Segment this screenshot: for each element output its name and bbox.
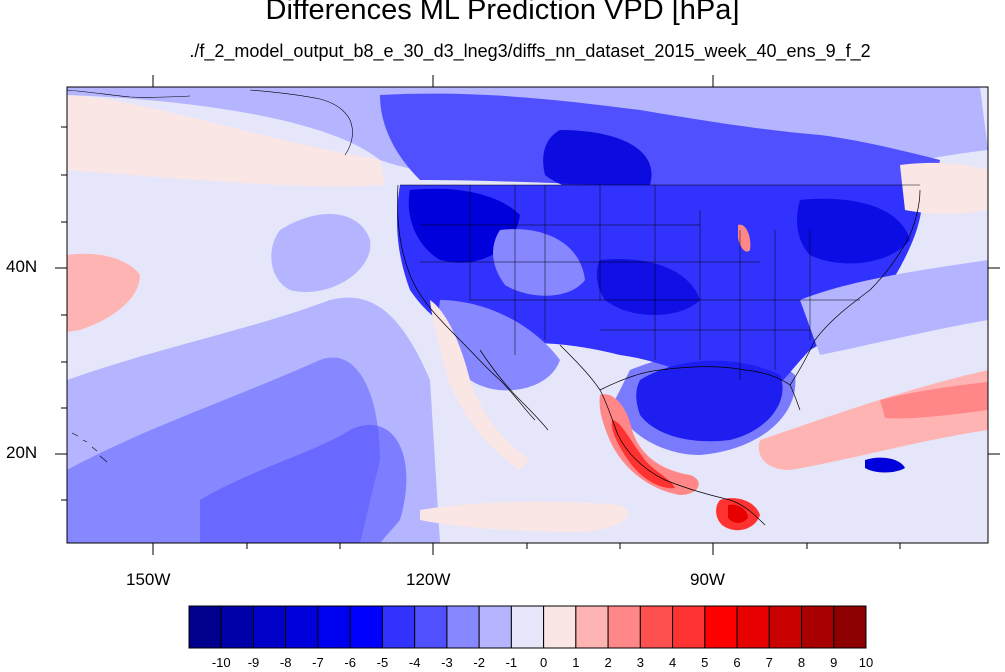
lon-label-120w: 120W: [406, 570, 451, 589]
colorbar-swatch: [252, 605, 287, 649]
colorbar-label: 7: [765, 655, 773, 670]
canada-deep-blue-patch: [543, 130, 652, 194]
colorbar-swatch: [478, 605, 512, 649]
pacific-light-pink-north: [67, 95, 385, 187]
colorbar-swatch: [833, 605, 867, 649]
colorbar-label: 0: [539, 655, 548, 670]
colorbar-label: -1: [505, 655, 518, 670]
colorbar-label: -2: [473, 655, 485, 670]
caribbean-salmon-band: [880, 382, 988, 419]
colorbar-label: 5: [701, 655, 709, 670]
colorbar-swatch: [639, 605, 674, 649]
colorbar-swatch: [768, 605, 803, 649]
pacific-pink-patch-west: [67, 253, 140, 332]
mexico-red: [611, 420, 675, 489]
map-title: Differences ML Prediction VPD [hPa]: [265, 0, 740, 26]
colorbar-swatch: [704, 605, 738, 649]
colorbar-label: 2: [604, 655, 612, 670]
southwest-mid-blue: [439, 300, 560, 391]
gulf-blue-halo: [615, 351, 796, 455]
colorbar-swatch: [736, 605, 770, 649]
colorbar-label: -3: [441, 655, 453, 670]
lon-label-90w: 90W: [690, 570, 725, 589]
colorbar-swatch: [543, 605, 577, 649]
hawaii-islands: [71, 432, 108, 463]
colorbar-swatch: [575, 605, 609, 649]
map-subtitle: ./f_2_model_output_b8_e_30_d3_lneg3/diff…: [189, 41, 871, 61]
colorbar-label: 10: [858, 655, 874, 670]
colorbar: [188, 605, 867, 649]
lat-label-40n: 40N: [6, 257, 38, 276]
pacific-blue-blob: [271, 213, 371, 292]
central-deep-blue: [596, 259, 700, 315]
colorbar-label: 9: [830, 655, 838, 670]
atlantic-light-pink: [900, 162, 988, 214]
colorbar-label: -5: [376, 655, 389, 670]
coastlines: [397, 184, 921, 526]
colorbar-swatch: [607, 605, 641, 649]
state-borders: [400, 184, 920, 380]
colorbar-label: -9: [247, 655, 260, 670]
colorbar-swatch: [672, 605, 706, 649]
alaska-coast: [67, 89, 353, 156]
baja-light-pink: [430, 300, 530, 470]
lake-michigan-pink: [738, 224, 751, 252]
colorbar-swatch: [381, 605, 416, 649]
colorbar-label: -7: [312, 655, 324, 670]
rockies-mid-blue: [493, 229, 585, 296]
colorbar-label: -4: [408, 655, 421, 670]
colorbar-label: 3: [636, 655, 644, 670]
northeast-deep-blue: [797, 198, 910, 264]
lon-label-150w: 150W: [126, 570, 171, 589]
caribbean-blue-spot: [865, 457, 905, 473]
colorbar-swatch: [317, 605, 351, 649]
colorbar-label: -8: [279, 655, 292, 670]
colorbar-label: 4: [668, 655, 677, 670]
colorbar-label: 8: [797, 655, 806, 670]
colorbar-swatch: [188, 605, 222, 649]
atlantic-light-blue: [800, 260, 988, 355]
tropical-light-pink: [420, 501, 628, 532]
colorbar-label: 6: [733, 655, 741, 670]
northwest-deep-blue: [408, 188, 520, 263]
lat-label-20n: 20N: [6, 443, 38, 462]
map-field: [67, 87, 988, 543]
colorbar-swatch: [349, 605, 383, 649]
canada-blue: [380, 93, 940, 210]
colorbar-label: 1: [572, 655, 580, 670]
colorbar-swatch: [510, 605, 545, 649]
colorbar-swatch: [801, 605, 835, 649]
colorbar-label: -10: [211, 655, 231, 670]
axis-ticks: [55, 75, 1000, 555]
mexico-salmon: [599, 394, 699, 495]
colorbar-label: -6: [344, 655, 356, 670]
colorbar-swatch: [414, 605, 448, 649]
colorbar-swatch: [285, 605, 319, 649]
pacific-blue-patch: [200, 424, 407, 543]
colorbar-swatch: [446, 605, 480, 649]
central-america-dark-red: [728, 504, 748, 523]
colorbar-swatch: [220, 605, 254, 649]
